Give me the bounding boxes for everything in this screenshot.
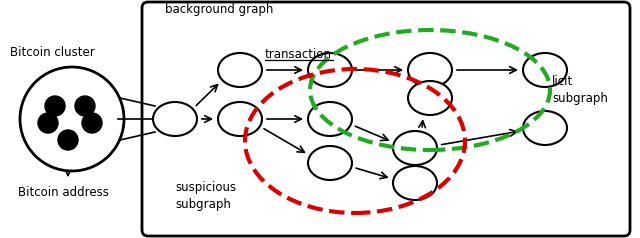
Ellipse shape [408,53,452,87]
Text: transaction: transaction [265,48,332,60]
Ellipse shape [218,102,262,136]
Ellipse shape [393,131,437,165]
Circle shape [38,113,58,133]
Circle shape [75,96,95,116]
Circle shape [58,130,78,150]
Ellipse shape [308,102,352,136]
Text: licit
subgraph: licit subgraph [552,75,608,105]
Ellipse shape [523,53,567,87]
Ellipse shape [523,111,567,145]
Text: suspicious
subgraph: suspicious subgraph [175,181,236,211]
Ellipse shape [308,53,352,87]
Ellipse shape [308,146,352,180]
Circle shape [20,67,124,171]
Text: background graph: background graph [165,4,273,16]
Ellipse shape [393,166,437,200]
Ellipse shape [408,81,452,115]
Circle shape [82,113,102,133]
Ellipse shape [153,102,197,136]
Text: Bitcoin address: Bitcoin address [18,187,109,199]
FancyBboxPatch shape [142,2,630,236]
Circle shape [45,96,65,116]
Text: Bitcoin cluster: Bitcoin cluster [10,46,95,60]
Ellipse shape [218,53,262,87]
